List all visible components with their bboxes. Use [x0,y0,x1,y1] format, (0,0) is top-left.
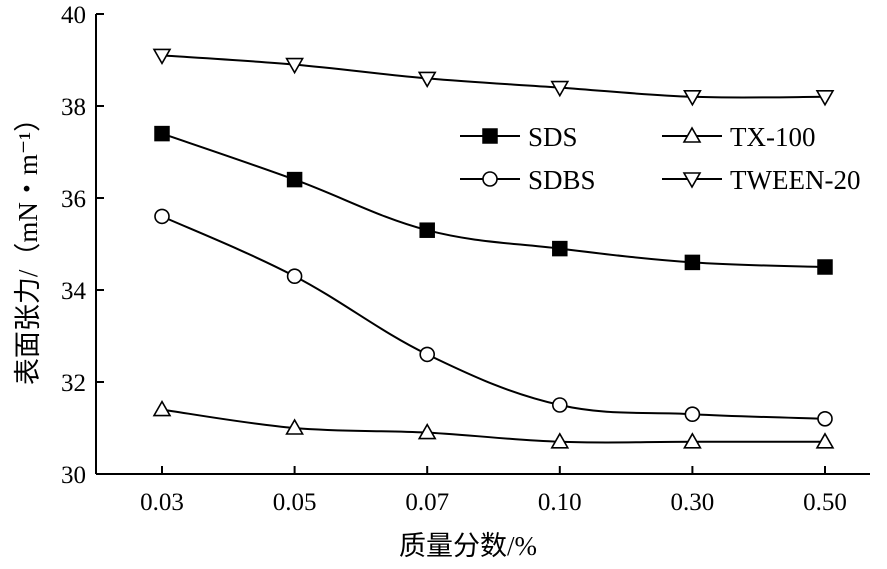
legend-item-sds: SDS [460,122,578,152]
data-point-tween-20 [550,80,570,98]
series-line-sdbs [161,215,826,420]
legend-item-tween-20: TWEEN-20 [662,165,860,195]
legend-marker [682,172,702,189]
x-tick-label: 0.05 [273,489,317,516]
legend-label: TX-100 [730,122,815,152]
legend-marker [482,171,498,187]
y-tick-label: 30 [61,462,86,489]
data-point-tween-20 [683,90,702,107]
data-point-tween-20 [285,57,304,75]
data-point-sdbs [419,346,436,363]
x-tick-label: 0.03 [140,489,184,516]
data-point-tx-100 [285,418,304,435]
data-point-tween-20 [815,90,835,107]
y-tick-label: 36 [61,186,86,213]
legend-label: TWEEN-20 [730,165,860,195]
data-point-tx-100 [550,432,570,449]
data-point-tween-20 [417,71,437,89]
x-tick-label: 0.30 [671,489,715,516]
legend: SDS TX-100 SDBS TWEEN-20 [460,122,860,195]
y-axis-title: 表面张力/（mN・m⁻¹） [13,105,43,385]
data-point-sds [552,240,568,257]
series-line-tween-20 [161,54,826,99]
data-point-sds [684,254,701,271]
data-point-tween-20 [152,48,172,66]
legend-item-tx-100: TX-100 [662,122,815,152]
legend-item-sdbs: SDBS [460,165,596,195]
data-point-sdbs [817,410,833,427]
data-point-sdbs [551,397,568,413]
data-point-tx-100 [815,432,835,449]
legend-marker [482,128,498,144]
data-point-sds [817,259,833,275]
x-tick-label: 0.07 [405,489,449,516]
legend-label: SDBS [528,165,596,195]
series-line-tx-100 [161,408,826,444]
data-point-sds [419,222,435,238]
data-point-tx-100 [417,422,437,440]
data-point-sdbs [684,406,701,423]
data-point-sds [154,125,170,142]
y-tick-label: 40 [61,2,86,29]
data-point-sdbs [154,208,170,225]
data-point-sds [286,171,303,188]
x-axis-title: 质量分数/% [399,531,537,561]
series-layer [152,48,835,449]
legend-marker [682,126,702,143]
data-point-tx-100 [152,399,172,417]
y-tick-label: 38 [61,94,86,121]
series-line-sds [161,132,826,268]
x-tick-label: 0.50 [803,489,847,516]
series-sds [154,125,833,275]
series-tx-100 [152,399,835,449]
axes: 30 32 34 36 38 40 0.03 0.05 0.07 0.10 0.30 0.50 [61,2,870,516]
data-point-tx-100 [683,432,702,449]
series-sdbs [154,208,833,427]
y-tick-label: 34 [61,278,87,305]
legend-label: SDS [528,122,578,152]
series-tween-20 [152,48,835,107]
x-tick-label: 0.10 [538,489,582,516]
y-tick-label: 32 [61,370,86,397]
data-point-sdbs [286,268,303,285]
